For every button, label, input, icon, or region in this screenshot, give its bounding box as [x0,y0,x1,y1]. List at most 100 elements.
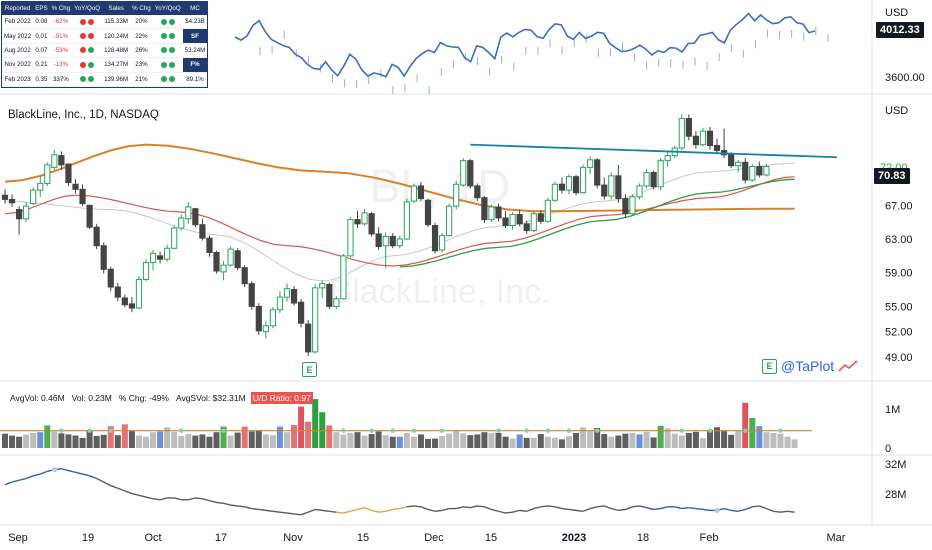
earnings-marker-nov[interactable]: E [302,362,317,377]
candle-body [728,154,735,167]
candle-body [467,160,474,187]
volume-bar [354,432,361,448]
financials-table: Reported EPS % Chg YoY/QoQ Sales % Chg Y… [2,2,208,87]
rs-segment [413,505,422,508]
rs-segment [307,508,316,513]
volume-signal-dot [108,428,113,433]
volume-bar [135,435,142,448]
volume-bar [516,434,523,448]
candle-body [206,237,213,253]
green-dot-icon [168,32,175,39]
volume-signal-dot [221,428,226,433]
volume-bar [37,432,44,448]
taplot-text: @TaPlot [781,358,835,374]
rs-segment [138,494,147,498]
volume-bar [714,427,721,448]
candle-body [368,213,375,235]
volume-bar [777,433,784,448]
volume-bar [150,432,157,448]
candle-body [241,267,248,285]
volume-bar [615,435,622,448]
rs-segment [568,508,577,512]
volume-bar [305,421,312,448]
candle-body [615,175,622,200]
rs-segment [505,511,513,514]
vol-tick-1m: 1M [885,404,900,416]
candle-body [439,235,446,251]
eps-yoy-cell [72,57,103,73]
volume-bar [269,435,276,448]
volume-bar [333,432,340,448]
top-axis-tick: 3600.00 [885,72,925,84]
top-axis-unit: USD [885,7,908,19]
volume-bar [23,434,30,448]
green-dot-icon [88,61,95,68]
volume-bar [749,417,756,448]
candle-body [192,208,199,226]
volume-bar [707,429,713,448]
volume-bar [721,431,728,448]
reported-cell: Feb 2022 [2,15,34,30]
financials-row: Feb 2023 0.35 337% 139.96M 21% 89.1% [2,72,208,87]
rs-segment [731,509,739,512]
volume-bar [100,434,107,448]
earnings-marker-feb[interactable]: E [762,358,777,374]
volume-bar [276,426,283,448]
volume-bar [171,431,178,448]
col-mc: MC [182,2,208,15]
green-dot-icon [160,61,167,68]
green-dot-icon [168,18,175,25]
volume-signal-dot [369,428,374,433]
volume-bar [728,434,735,448]
volume-signal-dot [496,428,501,433]
candle-body [636,185,643,198]
volume-bar [580,427,587,448]
sales-yoy-cell [152,43,183,59]
volume-bar [410,436,417,448]
volume-bar [298,406,305,448]
candle-body [234,250,241,269]
reported-cell: Nov 2022 [2,57,34,73]
rs-segment [329,510,337,513]
x-axis-label: 19 [82,532,94,544]
eps-yoy-cell [72,28,103,44]
financials-row: Nov 2022 0.21 -13% 134.27M 23% F% [2,57,208,73]
rs-segment [554,506,563,510]
index-pane [234,12,829,95]
rs-segment [512,509,520,513]
rs-segment [604,505,612,510]
candle-body [587,159,594,168]
trend-arrow-icon [838,360,858,372]
volume-signal-dot [390,428,395,433]
candle-body [135,278,143,309]
candle-body [594,159,601,186]
rs-segment [251,507,259,511]
rs-segment [202,498,210,502]
candle-body [678,118,685,149]
volume-bar [9,435,16,448]
rs-segment [33,473,41,477]
rs-segment [456,506,464,510]
rs-segment [124,490,133,495]
candle-body [516,214,523,225]
rs-segment [773,510,781,513]
rs-segment [159,497,168,501]
col-sales-yoy: YoY/QoQ [152,2,183,15]
eps-chg-cell: -91% [49,28,73,44]
volume-bar [770,432,777,448]
candle-body [537,213,544,222]
volume-bar [361,435,368,448]
sales-yoy-cell [152,57,183,73]
rs-segment [533,506,541,510]
candle-body [65,163,72,184]
rs-segment [540,505,548,508]
rs-segment [470,505,478,509]
rs-segment [371,509,379,513]
candle-body [601,184,608,197]
candle-body [312,287,319,353]
chart-title: BlackLine, Inc., 1D, NASDAQ [8,109,159,121]
reported-cell: Aug 2022 [2,43,34,59]
volume-bar [756,426,763,448]
rs-segment [68,469,76,473]
col-eps-chg: % Chg [49,2,73,15]
